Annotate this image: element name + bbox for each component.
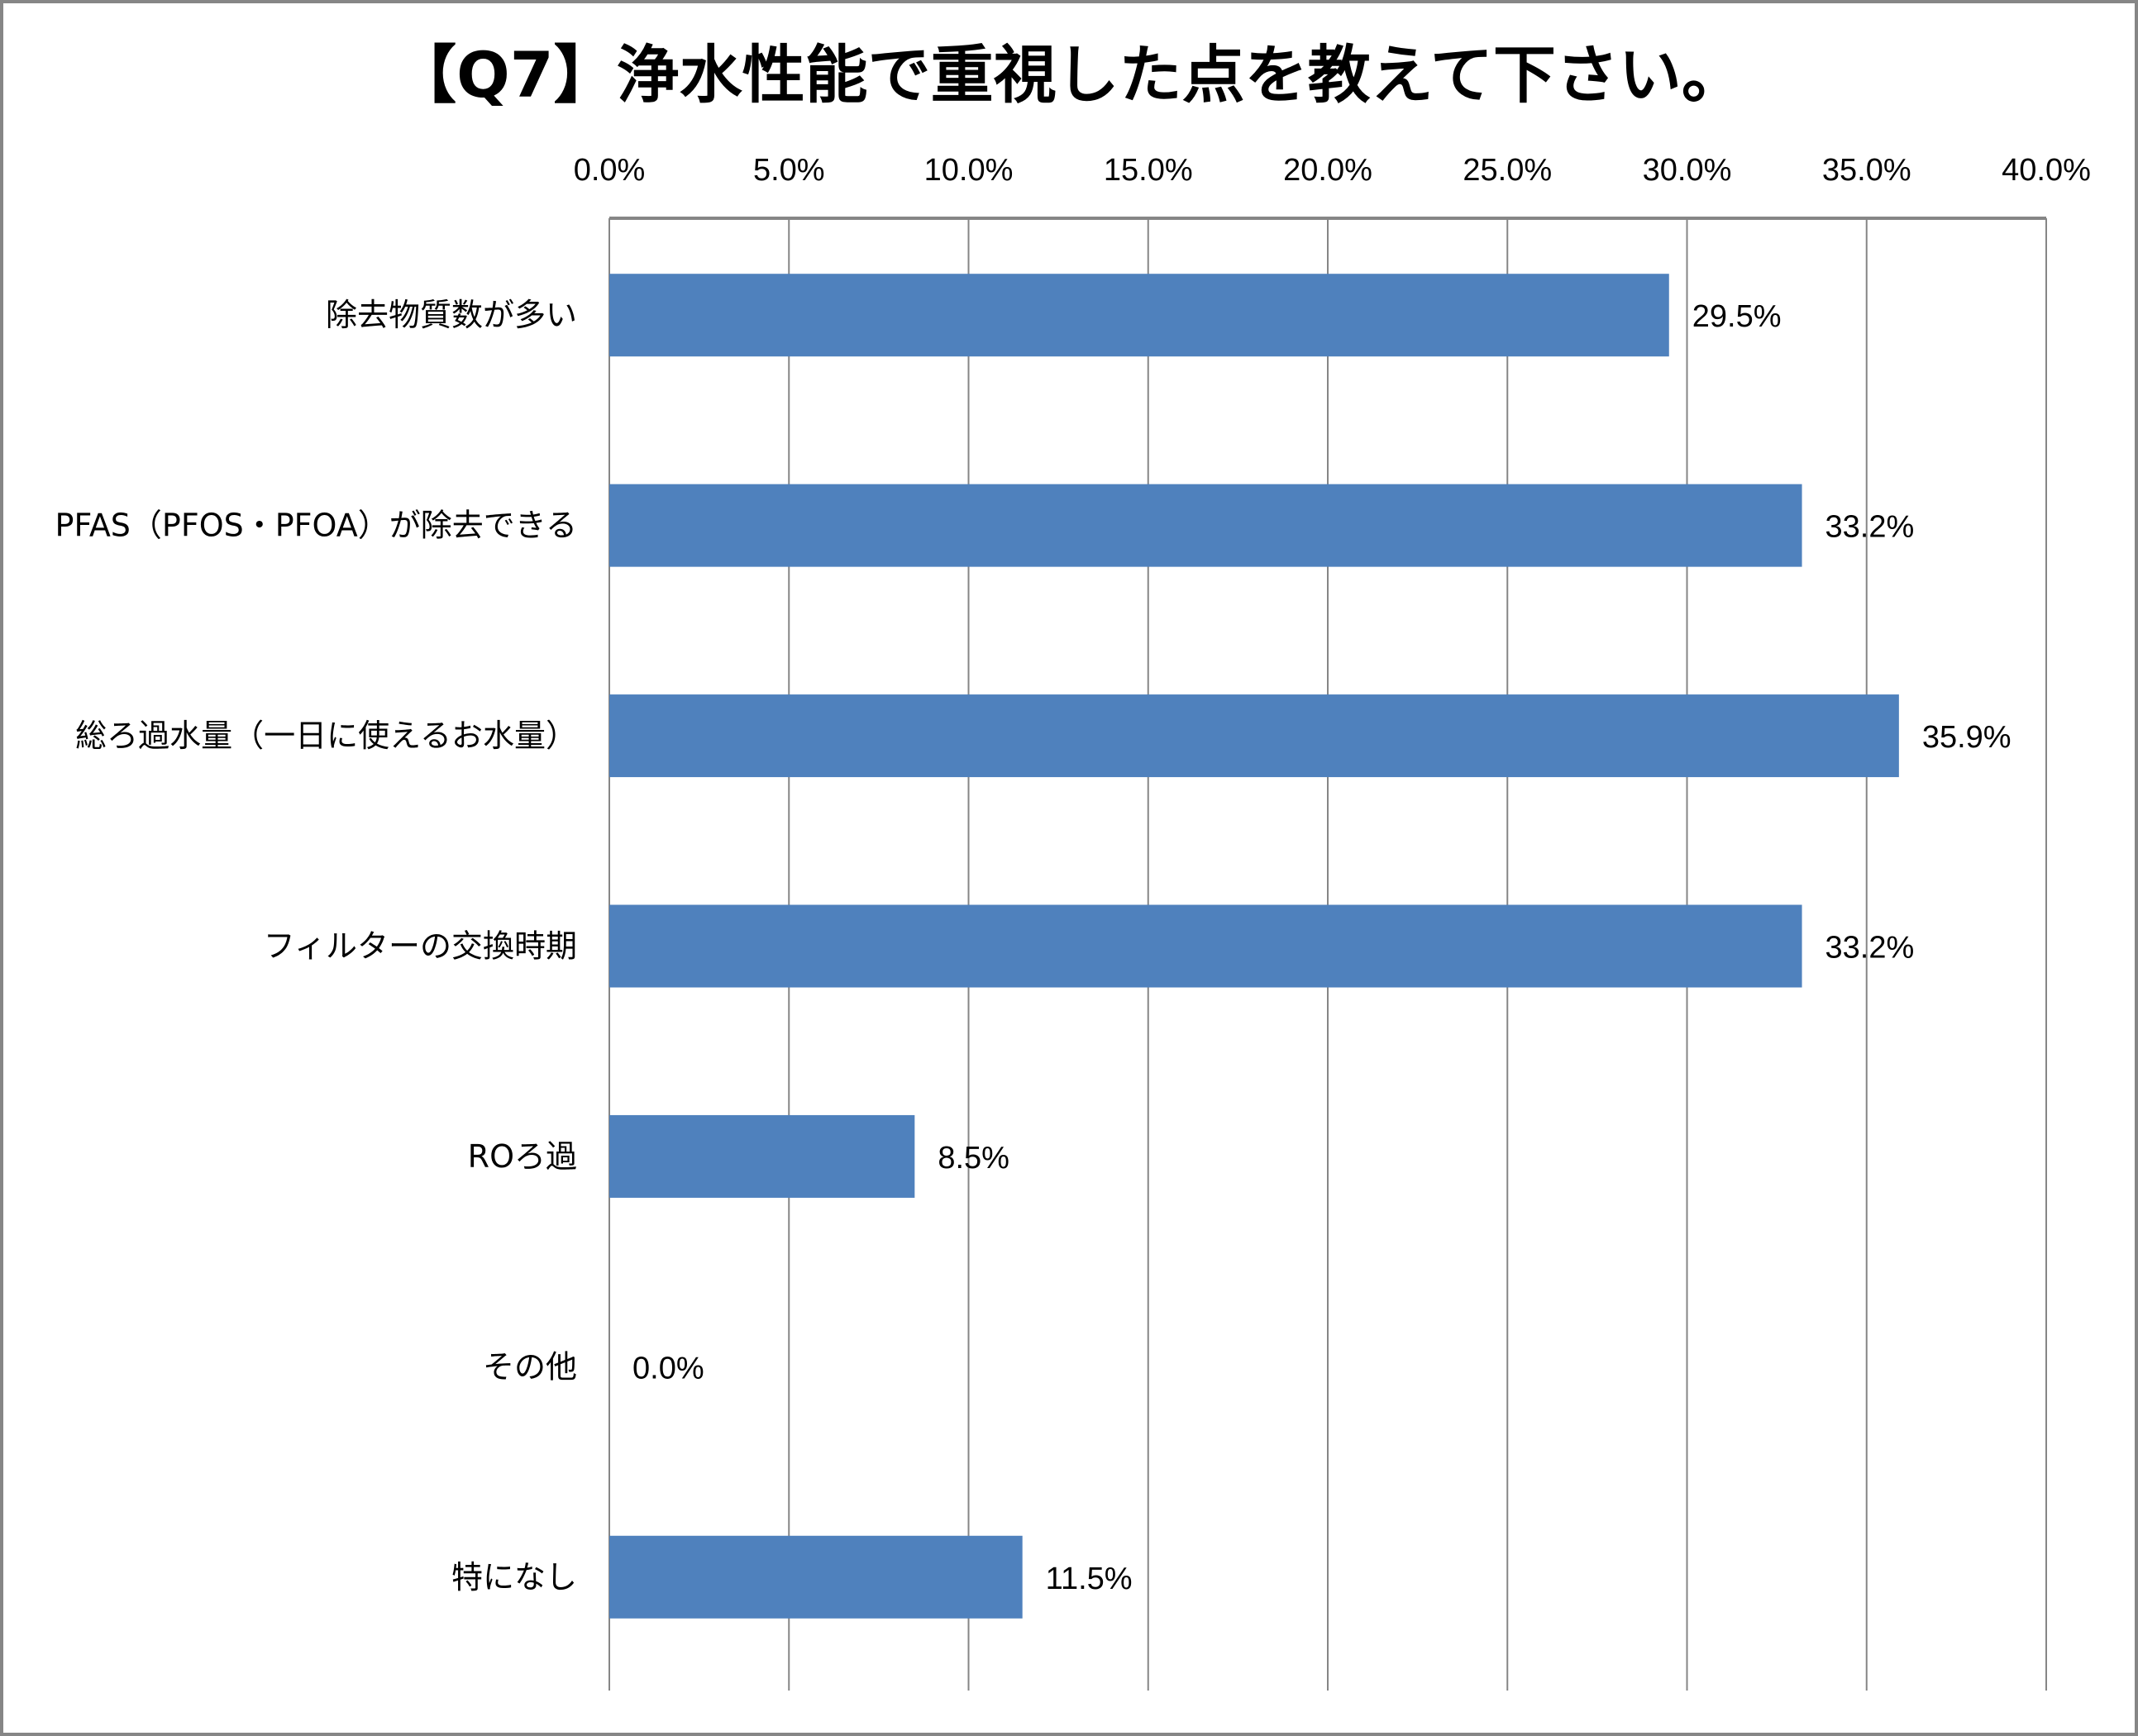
- data-label: 8.5%: [938, 1141, 1009, 1176]
- x-axis-tick-labels: 0.0% 5.0% 10.0% 15.0% 20.0% 25.0% 30.0% 35.0% 40…: [574, 153, 2091, 188]
- category-labels: 除去物質数が多い PFAS（PFOS・PFOA）が除去できる総ろ過水量（一日に使え…: [55, 297, 577, 1595]
- x-tick-label: 5.0%: [753, 153, 825, 188]
- bar: [609, 904, 1802, 988]
- data-label: 11.5%: [1046, 1562, 1133, 1596]
- x-tick-label: 30.0%: [1643, 153, 1732, 188]
- category-label: 総ろ過水量（一日に使えるお水量）: [75, 718, 577, 754]
- x-tick-label: 25.0%: [1463, 153, 1552, 188]
- category-label: ROろ過: [468, 1138, 577, 1175]
- bar: [609, 274, 1669, 357]
- x-tick-label: 0.0%: [574, 153, 646, 188]
- x-tick-label: 15.0%: [1104, 153, 1193, 188]
- bar: [609, 484, 1802, 567]
- bar: [609, 694, 1899, 778]
- data-label: 33.2%: [1825, 931, 1915, 966]
- chart-title: 【Q7】浄水性能で重視した点を教えて下さい。: [394, 38, 1744, 112]
- data-label: 33.2%: [1825, 510, 1915, 545]
- x-tick-label: 20.0%: [1283, 153, 1372, 188]
- bar: [609, 1535, 1023, 1619]
- bar: [609, 1114, 915, 1198]
- data-label: 29.5%: [1692, 299, 1782, 334]
- category-label: 特になし: [451, 1559, 577, 1595]
- category-label: その他: [483, 1348, 577, 1385]
- x-tick-label: 40.0%: [2002, 153, 2091, 188]
- data-labels: 29.5% 33.2% 35.9% 33.2% 8.5% 0.0% 11.5%: [632, 299, 2012, 1596]
- category-label: フィルターの交換時期: [264, 928, 577, 965]
- category-label: PFAS（PFOS・PFOA）が除去できる: [55, 508, 577, 544]
- category-label: 除去物質数が多い: [326, 297, 577, 333]
- data-label: 0.0%: [632, 1351, 704, 1385]
- bars: [609, 274, 1899, 1619]
- data-label: 35.9%: [1922, 720, 2012, 755]
- x-tick-label: 10.0%: [924, 153, 1014, 188]
- x-tick-label: 35.0%: [1822, 153, 1911, 188]
